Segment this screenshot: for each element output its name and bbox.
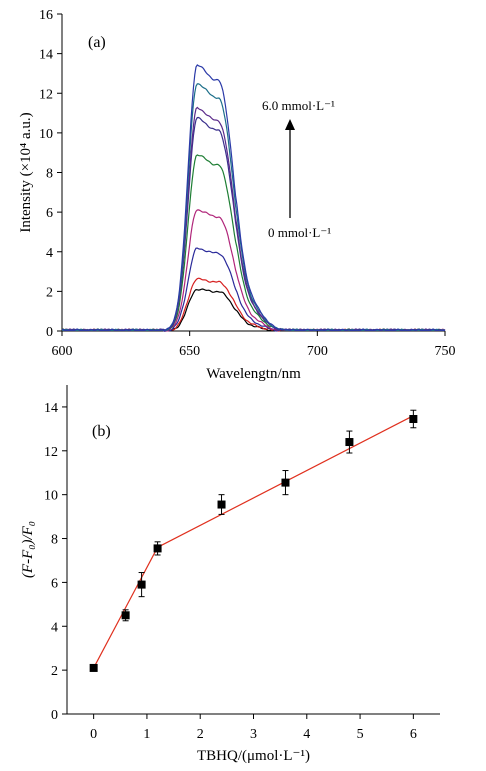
a-spectra-series	[61, 64, 446, 332]
b-x-tick-label: 0	[90, 727, 97, 742]
b-y-tick-label: 0	[51, 708, 58, 723]
a-panel-label: (a)	[88, 34, 106, 51]
b-y-tick-label: 12	[44, 445, 58, 460]
emission-spectra-chart: 0 2 4 6 8 10 12 14 16 600 650 700 750 (a) Wavelengt…	[18, 8, 456, 382]
a-y-tick-label: 8	[46, 167, 53, 182]
a-y-tick-label: 6	[46, 206, 53, 221]
b-data-point	[89, 663, 98, 672]
b-y-axis-label: (F-F₀)/F₀	[20, 521, 36, 578]
b-x-tick-label: 3	[250, 727, 257, 742]
b-data-point	[281, 478, 290, 487]
b-x-tick-label: 5	[357, 727, 364, 742]
b-y-tick-label: 8	[51, 533, 58, 548]
b-x-ticks: 0 1 2 3 4 5 6	[90, 714, 417, 742]
b-y-tick-label: 10	[44, 489, 58, 504]
b-y-tick-label: 4	[51, 620, 58, 635]
a-y-tick-label: 14	[39, 48, 53, 63]
b-fit-lines	[93, 415, 414, 669]
b-x-tick-label: 4	[303, 727, 310, 742]
a-spectrum-line	[61, 64, 445, 332]
b-panel-label: (b)	[92, 423, 111, 440]
a-x-ticks: 600 650 700 750	[52, 331, 456, 359]
a-x-tick-label: 750	[435, 344, 456, 359]
b-data-point	[153, 544, 162, 553]
a-arrow-head-icon	[285, 119, 295, 130]
a-spectrum-line	[61, 83, 446, 332]
a-y-axis-label: Intensity (×10⁴ a.u.)	[18, 112, 34, 232]
b-data-point	[137, 580, 146, 589]
a-y-ticks: 0 2 4 6 8 10 12 14 16	[39, 8, 62, 340]
a-y-tick-label: 2	[46, 285, 53, 300]
b-x-tick-label: 2	[197, 727, 204, 742]
b-y-ticks: 0 2 4 6 8 10 12 14	[44, 401, 67, 723]
a-y-tick-label: 16	[39, 8, 53, 23]
a-spectrum-line	[62, 209, 446, 332]
b-y-tick-label: 2	[51, 664, 58, 679]
b-y-tick-label: 6	[51, 576, 58, 591]
a-x-tick-label: 700	[307, 344, 328, 359]
b-data-point	[121, 611, 130, 620]
a-y-tick-label: 12	[39, 87, 53, 102]
b-data-point	[409, 414, 418, 423]
a-x-axis-label: Wavelengtn/nm	[206, 366, 301, 382]
a-annotation-zero-concentration: 0 mmol·L⁻¹	[268, 225, 331, 240]
a-spectrum-line	[62, 247, 446, 332]
b-y-tick-label: 14	[44, 401, 58, 416]
a-y-tick-label: 4	[46, 246, 53, 261]
a-annotation-high-concentration: 6.0 mmol·L⁻¹	[262, 98, 335, 113]
a-x-tick-label: 600	[52, 344, 73, 359]
b-data-point	[345, 438, 354, 447]
a-x-tick-label: 650	[179, 344, 200, 359]
b-x-axis-label: TBHQ/(μmol·L⁻¹)	[197, 748, 310, 764]
b-data-points	[89, 409, 418, 672]
b-fit-line	[93, 547, 159, 669]
b-x-tick-label: 6	[410, 727, 417, 742]
a-y-tick-label: 0	[46, 325, 53, 340]
b-data-point	[217, 500, 226, 509]
a-y-tick-label: 10	[39, 127, 53, 142]
b-x-tick-label: 1	[143, 727, 150, 742]
